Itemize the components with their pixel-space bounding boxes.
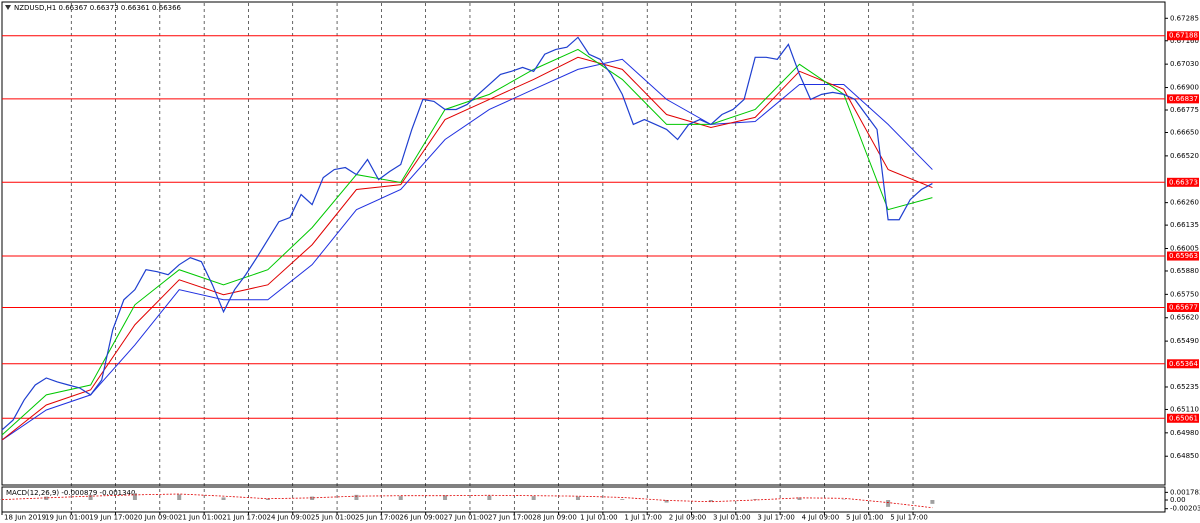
main-pane bbox=[1, 1, 1166, 486]
level-label-box bbox=[1167, 177, 1199, 187]
x-tick-label: 21 Jun 17:00 bbox=[222, 514, 266, 522]
y-tick-label: 0.66650 bbox=[1170, 128, 1199, 136]
x-tick-label: 24 Jun 09:00 bbox=[267, 514, 311, 522]
y-tick-label: 0.65880 bbox=[1170, 267, 1199, 275]
menu-triangle bbox=[5, 5, 11, 10]
macd-y-tick-label: 0.00 bbox=[1170, 496, 1186, 504]
level-label-box bbox=[1167, 359, 1199, 369]
x-tick-label: 2 Jul 09:00 bbox=[669, 514, 707, 522]
y-tick-label: 0.64850 bbox=[1170, 452, 1199, 460]
y-tick-label: 0.65750 bbox=[1170, 290, 1199, 298]
level-label-box bbox=[1167, 302, 1199, 312]
macd-bar bbox=[398, 496, 403, 500]
y-tick-label: 0.65490 bbox=[1170, 337, 1199, 345]
macd-bar bbox=[132, 493, 137, 500]
macd-bar bbox=[930, 500, 935, 504]
macd-title: MACD(12,26,9) -0.000879 -0.001340 bbox=[6, 489, 135, 497]
macd-bar bbox=[88, 494, 93, 500]
level-label: 0.66373 bbox=[1169, 178, 1198, 186]
x-tick-label: 1 Jul 01:00 bbox=[580, 514, 618, 522]
x-tick-label: 3 Jul 17:00 bbox=[757, 514, 795, 522]
macd-y-tick-label: -0.002033 bbox=[1170, 505, 1200, 513]
macd-bar bbox=[310, 496, 315, 500]
macd-y-tick-label: 0.001783 bbox=[1170, 488, 1200, 496]
macd-bar bbox=[44, 496, 49, 500]
x-tick-label: 5 Jul 01:00 bbox=[846, 514, 884, 522]
x-tick-label: 1 Jul 17:00 bbox=[624, 514, 662, 522]
x-tick-label: 27 Jun 01:00 bbox=[444, 514, 488, 522]
level-label: 0.65061 bbox=[1169, 414, 1198, 422]
series-line bbox=[1, 36, 933, 431]
y-tick-label: 0.66775 bbox=[1170, 106, 1199, 114]
x-tick-label: 19 Jun 17:00 bbox=[89, 514, 133, 522]
x-tick-label: 3 Jul 01:00 bbox=[713, 514, 751, 522]
y-tick-label: 0.67285 bbox=[1170, 14, 1199, 22]
y-tick-label: 0.66520 bbox=[1170, 152, 1199, 160]
macd-bar bbox=[221, 497, 226, 500]
x-tick-label: 25 Jun 01:00 bbox=[311, 514, 355, 522]
level-label-box bbox=[1167, 413, 1199, 423]
macd-bar bbox=[531, 496, 536, 500]
x-tick-label: 21 Jun 01:00 bbox=[178, 514, 222, 522]
y-tick-label: 0.65110 bbox=[1170, 405, 1199, 413]
chart-title: NZDUSD,H1 0.66367 0.66373 0.66361 0.6636… bbox=[14, 4, 182, 12]
level-label: 0.65364 bbox=[1169, 360, 1198, 368]
x-tick-label: 4 Jul 09:00 bbox=[802, 514, 840, 522]
y-tick-label: 0.66900 bbox=[1170, 84, 1199, 92]
level-label-box bbox=[1167, 31, 1199, 41]
series-line bbox=[1, 56, 933, 441]
x-tick-label: 28 Jun 09:00 bbox=[532, 514, 576, 522]
y-tick-label: 0.66005 bbox=[1170, 244, 1199, 252]
x-tick-label: 20 Jun 09:00 bbox=[134, 514, 178, 522]
series-line bbox=[1, 48, 933, 436]
y-tick-label: 0.65235 bbox=[1170, 383, 1199, 391]
macd-bar bbox=[753, 499, 758, 500]
series-line bbox=[1, 58, 933, 441]
x-tick-label: 5 Jul 17:00 bbox=[890, 514, 928, 522]
macd-bar bbox=[443, 495, 448, 500]
macd-bar bbox=[797, 497, 802, 500]
macd-bar bbox=[664, 500, 669, 503]
y-tick-label: 0.66135 bbox=[1170, 221, 1199, 229]
macd-signal bbox=[1, 493, 933, 509]
y-tick-label: 0.67160 bbox=[1170, 37, 1199, 45]
y-tick-label: 0.64980 bbox=[1170, 429, 1199, 437]
x-tick-label: 18 Jun 2019 bbox=[4, 514, 46, 522]
level-label: 0.66837 bbox=[1169, 95, 1198, 103]
level-label: 0.65963 bbox=[1169, 252, 1198, 260]
macd-bar bbox=[575, 496, 580, 500]
level-label: 0.67188 bbox=[1169, 32, 1198, 40]
y-tick-label: 0.67030 bbox=[1170, 60, 1199, 68]
macd-bar bbox=[708, 500, 713, 502]
x-tick-label: 25 Jun 17:00 bbox=[355, 514, 399, 522]
x-tick-label: 26 Jun 09:00 bbox=[399, 514, 443, 522]
macd-bar bbox=[487, 495, 492, 500]
x-tick-label: 27 Jun 17:00 bbox=[488, 514, 532, 522]
level-label-box bbox=[1167, 94, 1199, 104]
macd-bar bbox=[177, 494, 182, 500]
level-label-box bbox=[1167, 251, 1199, 261]
macd-bar bbox=[354, 494, 359, 500]
macd-bar bbox=[265, 498, 270, 500]
level-label: 0.65677 bbox=[1169, 303, 1198, 311]
y-tick-label: 0.66260 bbox=[1170, 199, 1199, 207]
x-tick-label: 19 Jun 01:00 bbox=[45, 514, 89, 522]
macd-bar bbox=[620, 499, 625, 500]
macd-bar bbox=[886, 500, 891, 507]
y-tick-label: 0.65620 bbox=[1170, 314, 1199, 322]
